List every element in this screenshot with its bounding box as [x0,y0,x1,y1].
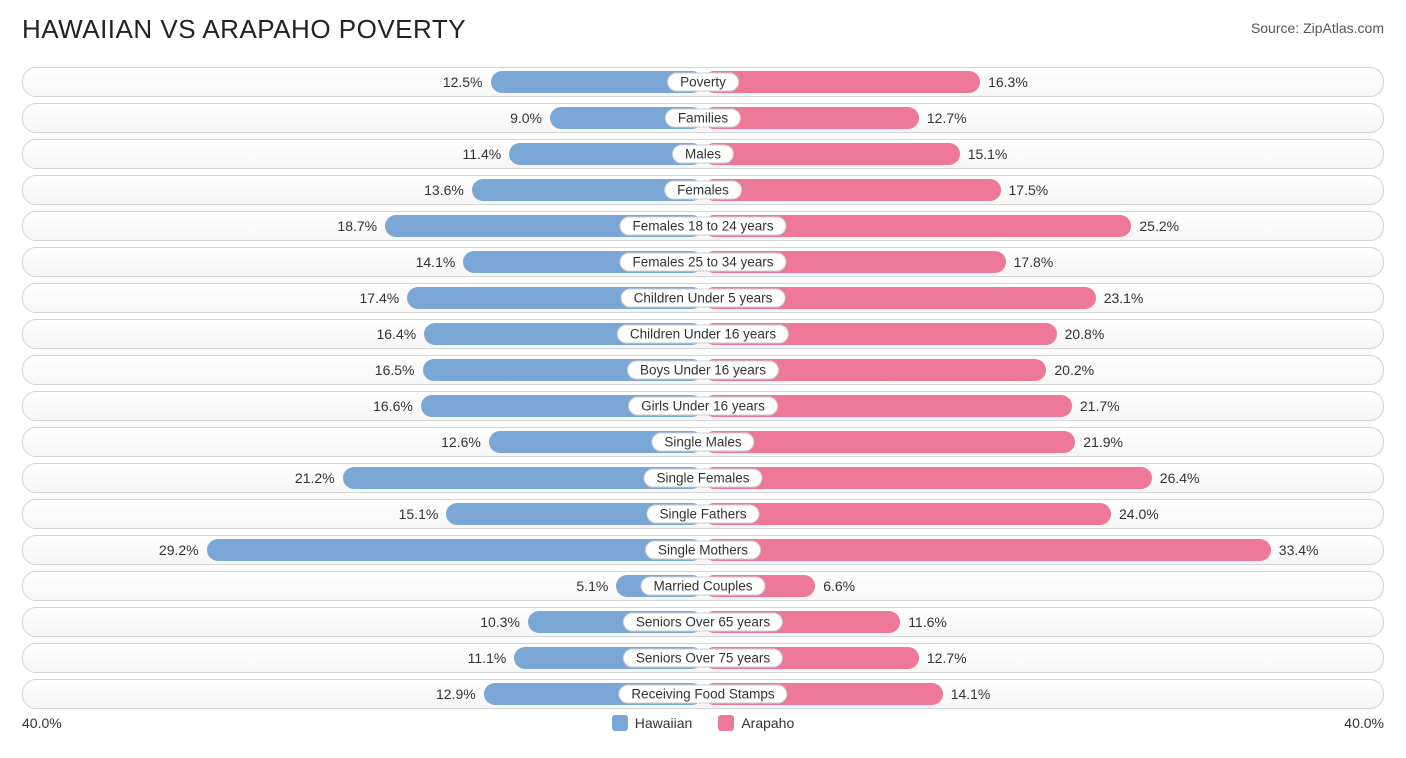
value-hawaiian: 16.6% [373,398,413,414]
value-hawaiian: 12.5% [443,74,483,90]
value-hawaiian: 29.2% [159,542,199,558]
value-hawaiian: 16.4% [377,326,417,342]
value-hawaiian: 21.2% [295,470,335,486]
chart-row: 21.2% 26.4% Single Females [22,463,1384,493]
chart-row: 10.3% 11.6% Seniors Over 65 years [22,607,1384,637]
category-label: Married Couples [640,577,765,596]
value-arapaho: 26.4% [1160,470,1200,486]
value-hawaiian: 12.6% [441,434,481,450]
chart-footer: 40.0% Hawaiian Arapaho 40.0% [22,715,1384,731]
category-label: Seniors Over 65 years [623,613,783,632]
bar-arapaho [703,539,1271,561]
value-hawaiian: 9.0% [510,110,542,126]
category-label: Single Females [643,469,762,488]
value-arapaho: 24.0% [1119,506,1159,522]
value-hawaiian: 10.3% [480,614,520,630]
value-arapaho: 20.8% [1065,326,1105,342]
bar-hawaiian [207,539,703,561]
chart-row: 12.5% 16.3% Poverty [22,67,1384,97]
value-hawaiian: 18.7% [337,218,377,234]
value-arapaho: 17.8% [1014,254,1054,270]
chart-row: 17.4% 23.1% Children Under 5 years [22,283,1384,313]
chart-row: 12.6% 21.9% Single Males [22,427,1384,457]
category-label: Girls Under 16 years [628,397,778,416]
chart-row: 13.6% 17.5% Females [22,175,1384,205]
category-label: Receiving Food Stamps [618,685,787,704]
axis-max-right: 40.0% [1344,715,1384,731]
category-label: Poverty [667,73,739,92]
legend: Hawaiian Arapaho [612,715,795,731]
chart-row: 15.1% 24.0% Single Fathers [22,499,1384,529]
value-arapaho: 33.4% [1279,542,1319,558]
chart-row: 16.4% 20.8% Children Under 16 years [22,319,1384,349]
value-arapaho: 21.9% [1083,434,1123,450]
category-label: Males [672,145,734,164]
value-hawaiian: 12.9% [436,686,476,702]
chart-row: 12.9% 14.1% Receiving Food Stamps [22,679,1384,709]
diverging-bar-chart: 12.5%16.3%Poverty9.0%12.7%Families11.4%1… [22,67,1384,709]
bar-arapaho [703,467,1152,489]
value-arapaho: 21.7% [1080,398,1120,414]
legend-item-hawaiian: Hawaiian [612,715,693,731]
bar-arapaho [703,71,980,93]
chart-row: 9.0% 12.7% Families [22,103,1384,133]
value-hawaiian: 13.6% [424,182,464,198]
value-hawaiian: 11.4% [463,146,502,162]
bar-arapaho [703,431,1075,453]
legend-label-hawaiian: Hawaiian [635,715,693,731]
value-arapaho: 20.2% [1054,362,1094,378]
legend-swatch-hawaiian [612,715,628,731]
value-hawaiian: 17.4% [360,290,400,306]
category-label: Single Mothers [645,541,761,560]
value-hawaiian: 15.1% [399,506,439,522]
category-label: Seniors Over 75 years [623,649,783,668]
chart-row: 11.1% 12.7% Seniors Over 75 years [22,643,1384,673]
category-label: Single Fathers [646,505,759,524]
legend-item-arapaho: Arapaho [718,715,794,731]
chart-row: 5.1% 6.6% Married Couples [22,571,1384,601]
legend-label-arapaho: Arapaho [741,715,794,731]
axis-max-left: 40.0% [22,715,62,731]
value-arapaho: 23.1% [1104,290,1144,306]
value-arapaho: 6.6% [823,578,855,594]
chart-row: 11.4% 15.1% Males [22,139,1384,169]
chart-title: HAWAIIAN VS ARAPAHO POVERTY [22,14,466,45]
source-name: ZipAtlas.com [1303,20,1384,36]
value-arapaho: 25.2% [1139,218,1179,234]
category-label: Children Under 5 years [621,289,786,308]
category-label: Females 18 to 24 years [619,217,786,236]
value-arapaho: 12.7% [927,110,967,126]
legend-swatch-arapaho [718,715,734,731]
value-arapaho: 11.6% [908,614,947,630]
value-arapaho: 14.1% [951,686,991,702]
bar-arapaho [703,179,1001,201]
category-label: Females [664,181,742,200]
chart-row: 16.5% 20.2% Boys Under 16 years [22,355,1384,385]
chart-row: 29.2% 33.4% Single Mothers [22,535,1384,565]
category-label: Females 25 to 34 years [619,253,786,272]
value-hawaiian: 16.5% [375,362,415,378]
value-arapaho: 17.5% [1009,182,1049,198]
bar-arapaho [703,503,1111,525]
source-prefix: Source: [1251,20,1303,36]
chart-row: 14.1% 17.8% Females 25 to 34 years [22,247,1384,277]
value-hawaiian: 14.1% [416,254,456,270]
value-hawaiian: 5.1% [576,578,608,594]
value-arapaho: 16.3% [988,74,1028,90]
category-label: Families [665,109,741,128]
chart-row: 18.7% 25.2% Females 18 to 24 years [22,211,1384,241]
bar-arapaho [703,143,960,165]
category-label: Children Under 16 years [617,325,789,344]
value-arapaho: 12.7% [927,650,967,666]
category-label: Single Males [651,433,754,452]
value-hawaiian: 11.1% [468,650,507,666]
chart-source: Source: ZipAtlas.com [1251,20,1384,36]
category-label: Boys Under 16 years [627,361,779,380]
chart-row: 16.6% 21.7% Girls Under 16 years [22,391,1384,421]
chart-header: HAWAIIAN VS ARAPAHO POVERTY Source: ZipA… [22,14,1384,45]
value-arapaho: 15.1% [968,146,1008,162]
